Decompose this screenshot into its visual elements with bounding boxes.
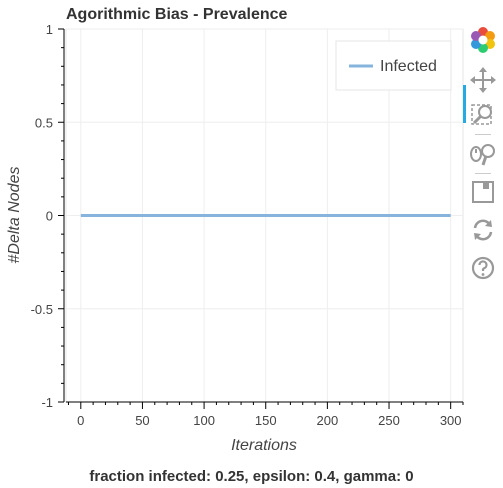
box-zoom-icon[interactable] xyxy=(469,102,497,130)
x-tick-label-2: 100 xyxy=(193,413,215,428)
x-tick-label-0: 0 xyxy=(77,413,84,428)
y-tick-label-0: 1 xyxy=(46,22,53,37)
toolbar-separator xyxy=(475,173,491,174)
active-tool-indicator xyxy=(463,85,466,123)
x-tick-label-6: 300 xyxy=(440,413,462,428)
x-tick-label-5: 250 xyxy=(378,413,400,428)
wheel-zoom-icon[interactable] xyxy=(469,140,497,168)
pan-icon[interactable] xyxy=(469,66,497,94)
x-axis-ticks: 0 50 100 150 200 250 300 xyxy=(67,402,464,428)
reset-icon[interactable] xyxy=(469,216,497,244)
bokeh-logo-icon[interactable] xyxy=(469,26,497,54)
help-icon[interactable] xyxy=(469,254,497,282)
y-axis-ticks: 1 0.5 0 -0.5 -1 xyxy=(31,22,64,410)
y-tick-label-1: 0.5 xyxy=(35,115,53,130)
x-tick-label-4: 200 xyxy=(317,413,339,428)
legend-label-infected: Infected xyxy=(380,58,437,75)
chart-title: Agorithmic Bias - Prevalence xyxy=(66,6,288,23)
x-axis-label: Iterations xyxy=(231,437,297,454)
y-tick-label-3: -0.5 xyxy=(31,302,53,317)
y-tick-label-2: 0 xyxy=(46,209,53,224)
toolbar xyxy=(463,26,503,286)
x-tick-label-1: 50 xyxy=(135,413,149,428)
x-tick-label-3: 150 xyxy=(255,413,277,428)
parameters-caption: fraction infected: 0.25, epsilon: 0.4, g… xyxy=(89,468,414,485)
y-axis-label: #Delta Nodes xyxy=(6,167,23,264)
legend: Infected xyxy=(335,40,452,91)
toolbar-separator xyxy=(475,134,491,135)
y-tick-label-4: -1 xyxy=(41,395,53,410)
save-icon[interactable] xyxy=(469,178,497,206)
